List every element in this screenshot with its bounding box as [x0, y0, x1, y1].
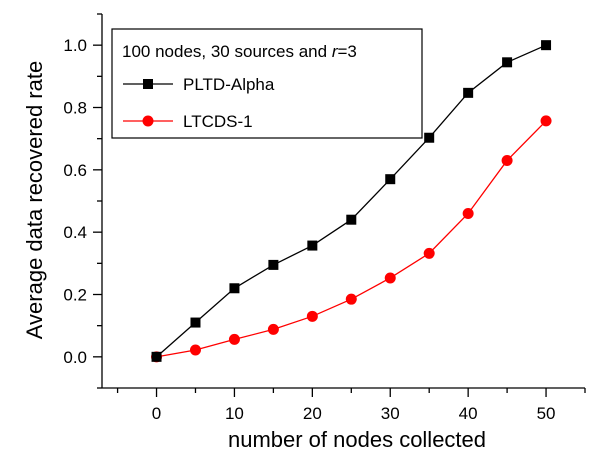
data-point: [540, 115, 552, 127]
legend-title: 100 nodes, 30 sources and r=3: [122, 42, 357, 61]
x-tick-label: 10: [225, 404, 244, 423]
data-point: [151, 351, 162, 362]
data-point: [190, 317, 201, 328]
data-point: [424, 132, 435, 143]
x-tick-label: 0: [152, 404, 161, 423]
data-point: [228, 333, 240, 345]
series-layer: [151, 40, 552, 363]
data-point: [306, 310, 318, 322]
legend-marker: [142, 115, 154, 127]
x-tick-label: 50: [537, 404, 556, 423]
x-axis-title: number of nodes collected: [228, 427, 486, 452]
data-point: [462, 207, 474, 219]
legend-marker: [143, 79, 153, 89]
y-tick-label: 1.0: [63, 36, 87, 55]
data-point: [463, 87, 474, 98]
data-point: [229, 283, 240, 294]
data-point: [345, 293, 357, 305]
x-tick-label: 20: [303, 404, 322, 423]
y-tick-label: 0.0: [63, 348, 87, 367]
legend-entry: LTCDS-1: [123, 112, 253, 131]
y-tick-label: 0.6: [63, 161, 87, 180]
data-point: [189, 344, 201, 356]
legend-label: LTCDS-1: [183, 112, 253, 131]
data-point: [384, 272, 396, 284]
legend-label: PLTD-Alpha: [183, 75, 275, 94]
data-point: [346, 214, 357, 225]
data-point: [502, 57, 513, 68]
data-point: [385, 174, 396, 185]
series-line-ltcds-1: [156, 120, 547, 358]
y-tick-label: 0.8: [63, 99, 87, 118]
y-tick-label: 0.4: [63, 223, 87, 242]
data-point: [501, 154, 513, 166]
x-tick-label: 40: [459, 404, 478, 423]
x-tick-label: 30: [381, 404, 400, 423]
data-point: [307, 240, 318, 251]
data-point: [423, 247, 435, 259]
axes: 0 10 20 30 40 50 0.0 0.2 0.4 0.6 0.8 1.0: [63, 13, 586, 423]
data-point: [541, 40, 552, 51]
data-point: [268, 259, 279, 270]
legend: 100 nodes, 30 sources and r=3 PLTD-Alpha…: [111, 28, 423, 139]
y-tick-label: 0.2: [63, 286, 87, 305]
data-point: [267, 323, 279, 335]
y-axis-title: Average data recovered rate: [22, 61, 47, 339]
legend-entry: PLTD-Alpha: [123, 75, 275, 94]
